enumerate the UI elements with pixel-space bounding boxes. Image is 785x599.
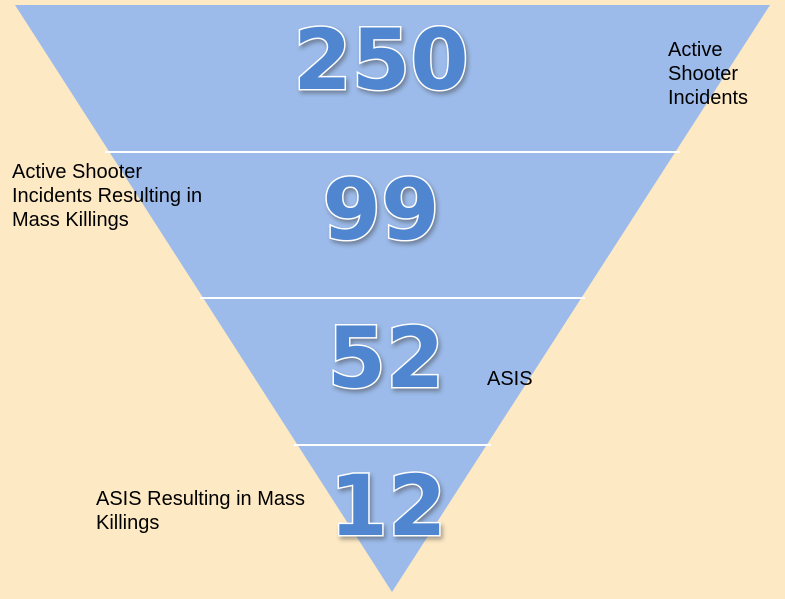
level-label: Active Shooter Incidents Resulting in Ma… xyxy=(12,161,203,231)
level-value: 250 xyxy=(293,11,468,109)
level-value: 52 xyxy=(328,309,445,407)
level-value: 99 xyxy=(323,161,440,259)
level-label: ASIS xyxy=(487,368,533,390)
level-label: Active Shooter Incidents xyxy=(668,39,749,109)
level-value: 12 xyxy=(330,457,447,555)
level-label: ASIS Resulting in Mass Killings xyxy=(96,488,305,534)
